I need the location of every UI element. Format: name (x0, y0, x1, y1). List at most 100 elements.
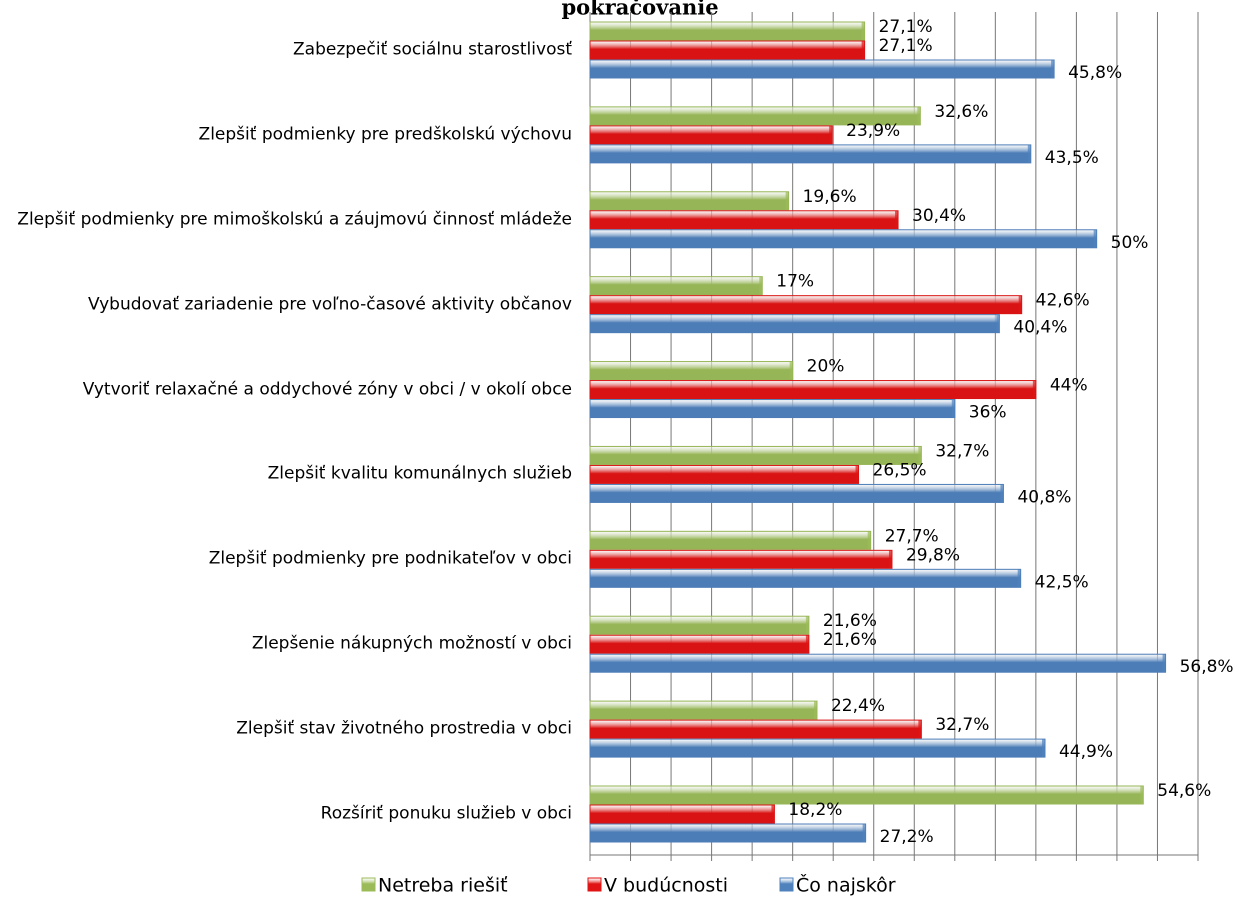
bar-end (918, 720, 922, 739)
value-label: 56,8% (1180, 657, 1234, 677)
legend-label: V budúcnosti (604, 875, 728, 897)
bar (589, 823, 867, 843)
value-label: 40,8% (1017, 487, 1071, 507)
bar-end (785, 191, 789, 210)
bar-end (1162, 654, 1166, 673)
bar (589, 21, 866, 41)
value-label: 42,5% (1035, 572, 1089, 592)
value-label: 44% (1050, 376, 1088, 396)
value-label: 27,1% (879, 17, 933, 37)
bar (589, 549, 893, 569)
value-label: 43,5% (1045, 148, 1099, 168)
value-label: 32,7% (935, 715, 989, 735)
bar (589, 380, 1037, 400)
bar (589, 700, 818, 720)
bar (589, 314, 1000, 334)
bar (589, 568, 1022, 588)
value-label: 44,9% (1059, 742, 1113, 762)
legend-swatch (779, 877, 794, 892)
legend-label: Čo najskôr (796, 873, 896, 897)
bar-end (861, 22, 865, 40)
bar-end (1140, 786, 1144, 804)
bar (589, 229, 1098, 249)
bar (589, 276, 763, 296)
bar (589, 59, 1055, 79)
bar (589, 615, 810, 635)
value-label: 21,6% (823, 630, 877, 650)
bar-end (918, 446, 922, 465)
bar-end (805, 616, 809, 635)
bar-end (867, 531, 871, 550)
bar-end (855, 465, 859, 484)
legend-swatch (361, 877, 376, 892)
bar (589, 653, 1167, 673)
category-label: Zlepšiť podmienky pre podnikateľov v obc… (208, 548, 572, 569)
value-label: 54,6% (1157, 781, 1211, 801)
bar-end (862, 824, 866, 842)
bar-end (1017, 569, 1021, 588)
value-label: 27,7% (885, 526, 939, 546)
bar-end (771, 805, 775, 823)
bar (589, 191, 790, 211)
bar-end (1032, 380, 1036, 399)
bar (589, 738, 1046, 758)
bar-end (861, 41, 865, 59)
bar (589, 144, 1032, 164)
bar (589, 483, 1004, 503)
value-label: 19,6% (803, 187, 857, 207)
value-label: 20% (807, 357, 845, 377)
value-label: 22,4% (831, 696, 885, 716)
value-label: 17% (776, 272, 814, 292)
legend-label: Netreba riešiť (378, 875, 508, 897)
bar-end (951, 399, 955, 418)
category-label: Zabezpečiť sociálnu starostlivosť (293, 39, 572, 60)
chart-title: pokračovanie (561, 0, 718, 20)
bar-end (813, 701, 817, 720)
bar-end (888, 550, 892, 569)
bar-end (1000, 484, 1004, 503)
category-label: Zlepšenie nákupných možností v obci (251, 633, 572, 654)
category-label: Vytvoriť relaxačné a oddychové zóny v ob… (82, 379, 572, 400)
value-label: 42,6% (1036, 291, 1090, 311)
bar-end (1051, 60, 1055, 78)
value-label: 23,9% (846, 121, 900, 141)
category-label: Vybudovať zariadenie pre voľno-časové ak… (87, 294, 572, 315)
value-label: 18,2% (788, 800, 842, 820)
category-label: Rozšíriť ponuku služieb v obci (320, 803, 572, 824)
bar (589, 804, 775, 824)
bar (589, 719, 922, 739)
value-label: 29,8% (906, 545, 960, 565)
bar-end (917, 106, 921, 125)
category-label: Zlepšiť podmienky pre predškolskú výchov… (198, 124, 572, 145)
bar-end (1027, 144, 1031, 163)
value-label: 32,7% (935, 441, 989, 461)
bar-end (895, 210, 899, 229)
bar-end (759, 276, 763, 295)
bar (589, 464, 860, 484)
value-label: 26,5% (873, 460, 927, 480)
bar (589, 399, 956, 419)
value-label: 36% (969, 403, 1007, 423)
value-label: 40,4% (1013, 318, 1067, 338)
value-label: 21,6% (823, 611, 877, 631)
category-label: Zlepšiť kvalitu komunálnych služieb (267, 463, 572, 484)
value-label: 32,6% (934, 102, 988, 122)
value-label: 50% (1111, 233, 1149, 253)
bar (589, 785, 1144, 805)
value-label: 30,4% (912, 206, 966, 226)
bar (589, 295, 1023, 315)
bar-end (829, 125, 833, 144)
bar-end (1093, 229, 1097, 248)
value-label: 27,2% (880, 827, 934, 847)
value-label: 45,8% (1068, 63, 1122, 83)
bar (589, 40, 866, 60)
bar-end (1041, 739, 1045, 758)
bar-end (996, 314, 1000, 333)
value-label: 27,1% (879, 36, 933, 56)
bar (589, 125, 833, 145)
bar-end (805, 635, 809, 654)
bar (589, 210, 899, 230)
category-label: Zlepšiť podmienky pre mimoškolskú a záuj… (17, 209, 572, 230)
